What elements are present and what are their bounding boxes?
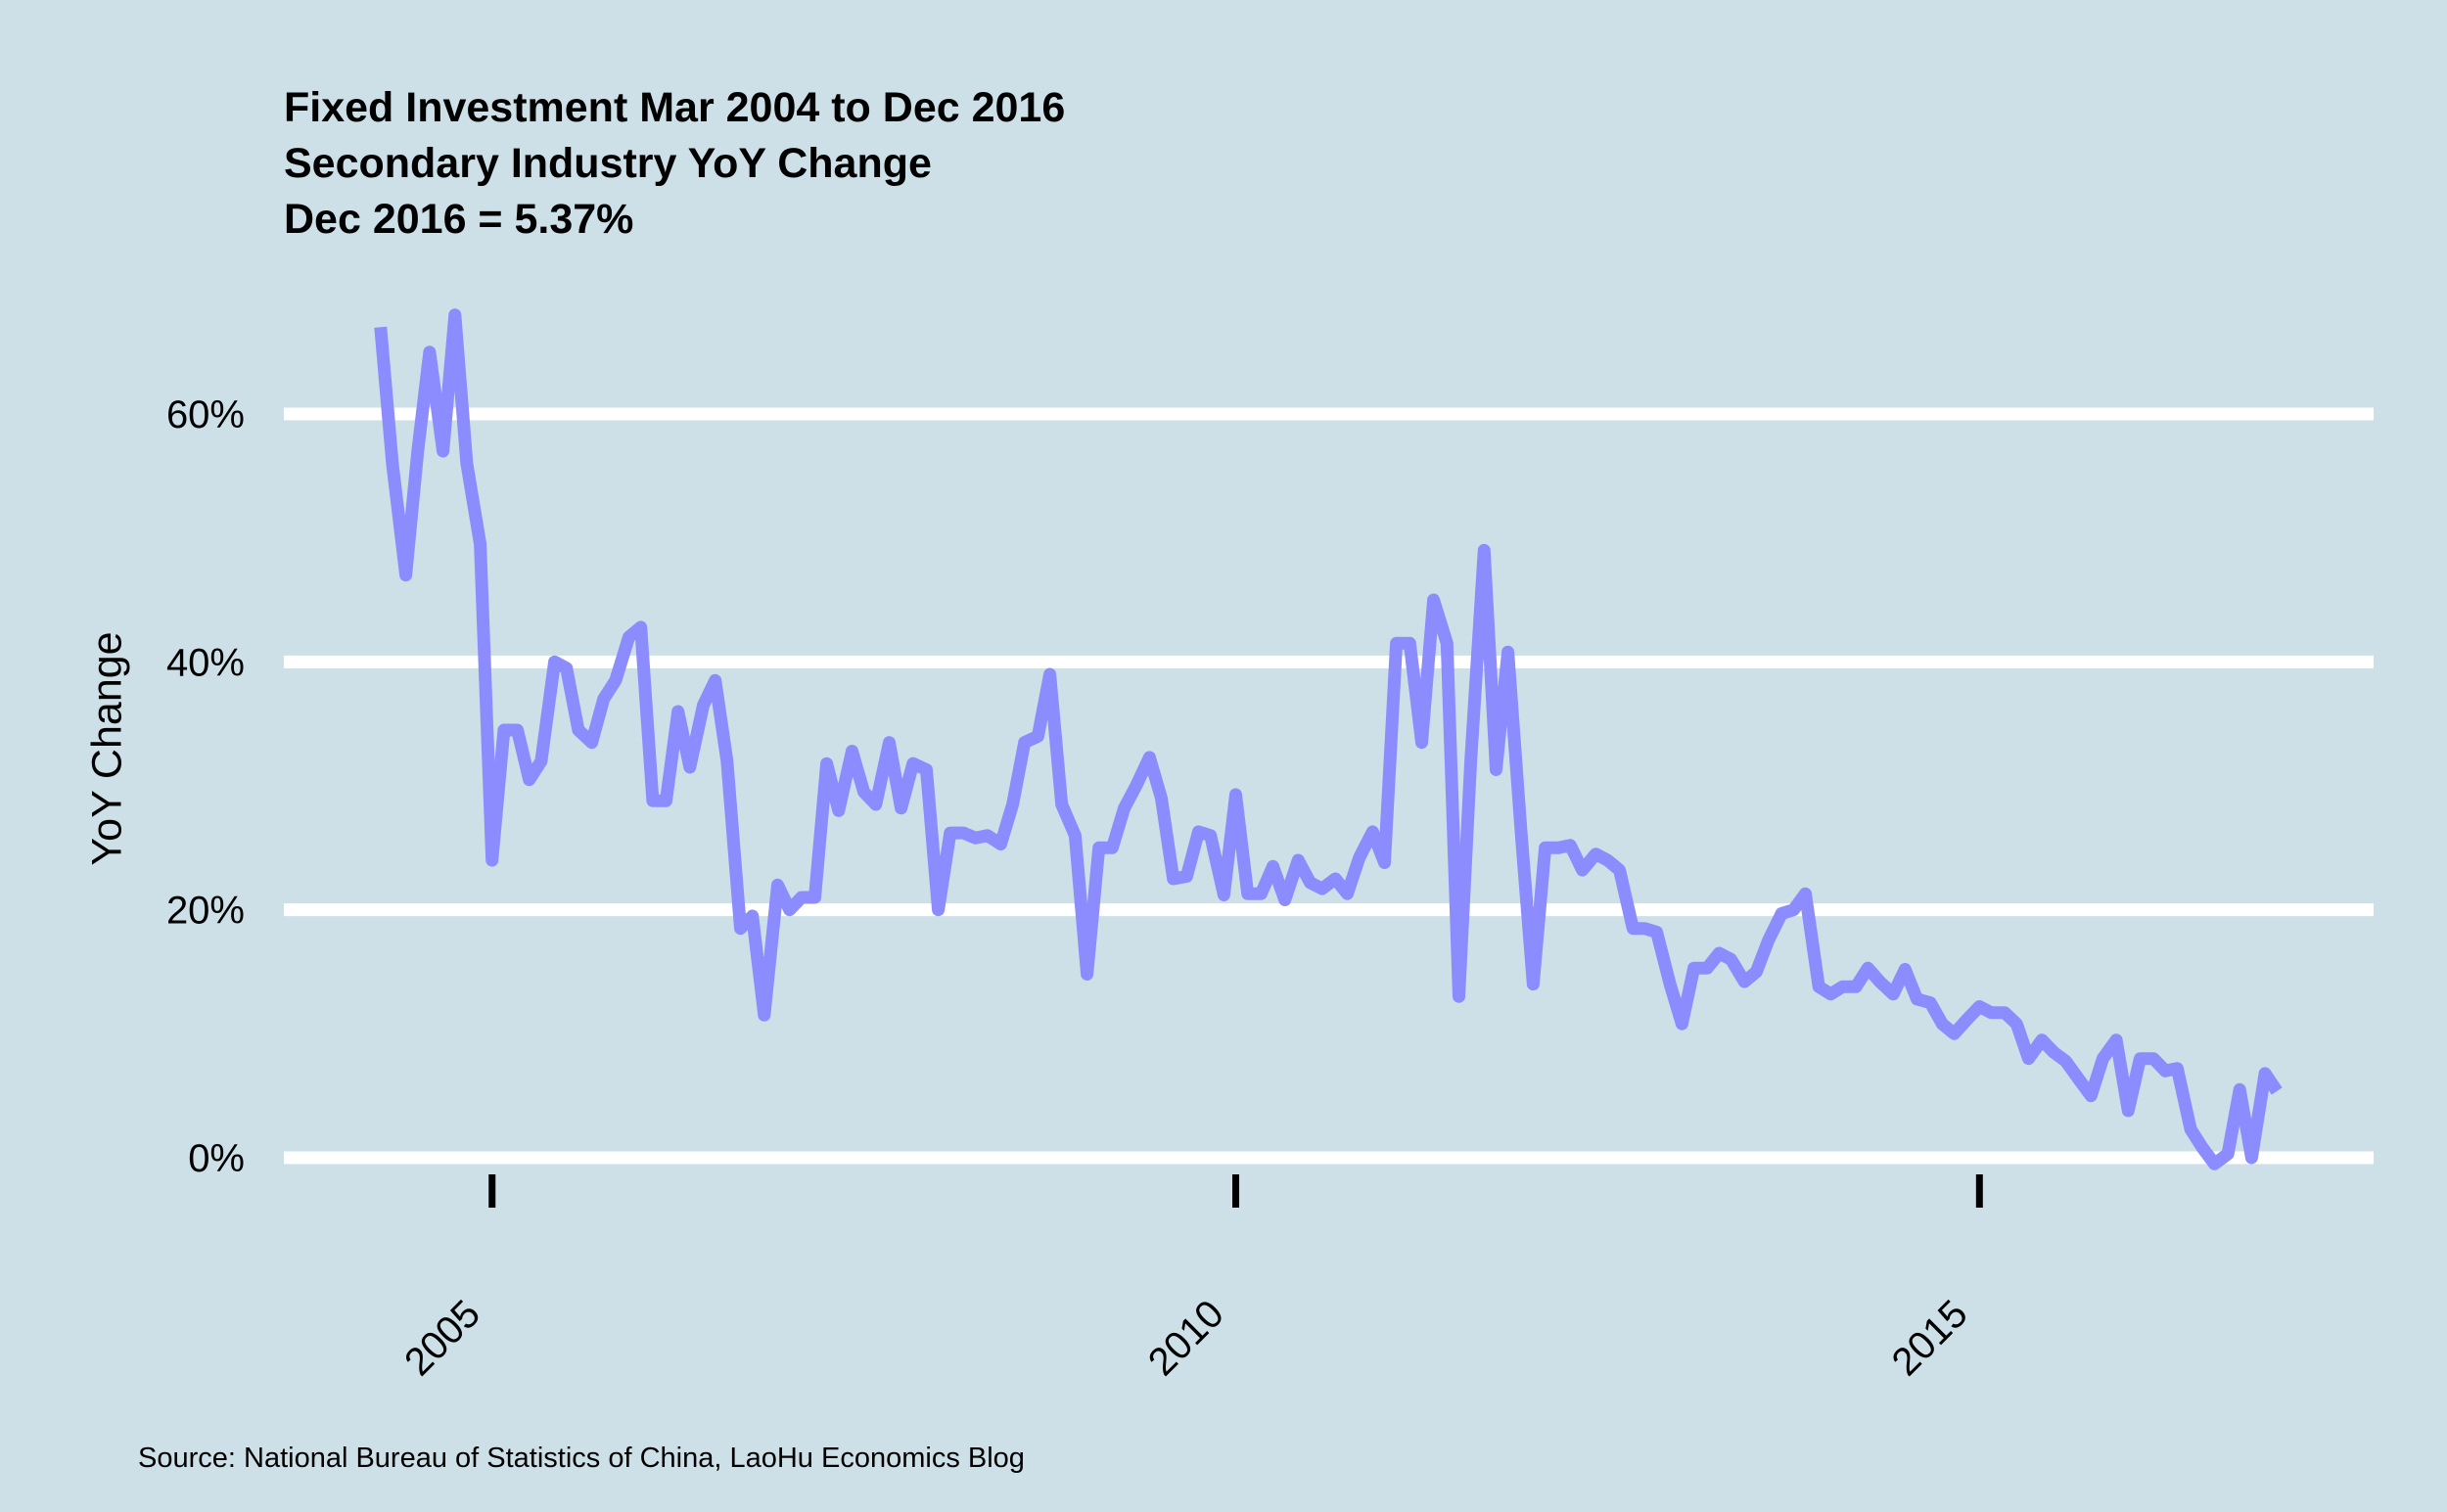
y-axis-ticks: 0% 20% 40% 60% <box>166 393 245 1180</box>
y-tick-label: 60% <box>166 393 245 436</box>
series-lines <box>374 308 2283 1170</box>
chart-latest-value: Dec 2016 = 5.37% <box>284 196 634 243</box>
chart-title: Fixed Investment Mar 2004 to Dec 2016 <box>284 84 1066 131</box>
x-tick-label: 2010 <box>1140 1292 1232 1384</box>
chart-caption: Source: National Bureau of Statistics of… <box>138 1443 1025 1474</box>
y-axis-label: YoY Change <box>83 631 131 866</box>
gridlines <box>284 407 2374 1165</box>
x-axis-ticks: 2005 2010 2015 <box>396 1174 1983 1384</box>
series-line <box>374 308 2283 1170</box>
y-tick-label: 20% <box>166 890 245 933</box>
chart-subtitle: Secondary Industry YoY Change <box>284 140 932 187</box>
y-tick-label: 0% <box>188 1137 245 1180</box>
y-tick-label: 40% <box>166 641 245 684</box>
x-tick-label: 2015 <box>1884 1292 1976 1384</box>
x-tick-label: 2005 <box>396 1292 488 1384</box>
